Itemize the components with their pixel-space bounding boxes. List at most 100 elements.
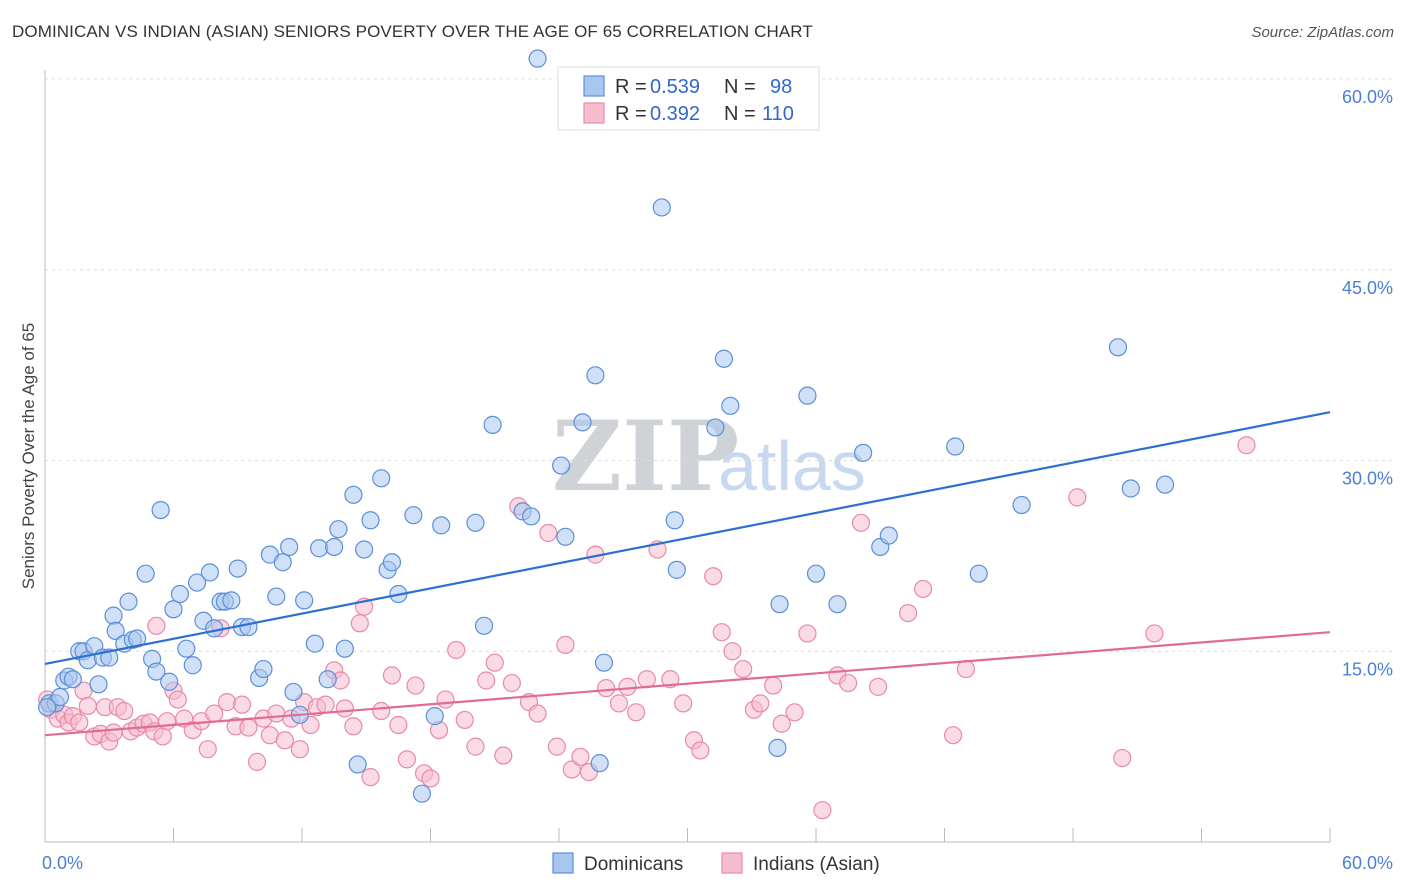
y-tick-label: 30.0% bbox=[1342, 469, 1393, 489]
data-point bbox=[200, 563, 220, 582]
data-point bbox=[547, 737, 566, 756]
y-tick-labels: 15.0% 30.0% 45.0% 60.0% bbox=[1342, 87, 1393, 679]
data-point bbox=[1113, 748, 1132, 768]
legend-n-value-1: 98 bbox=[770, 76, 792, 98]
data-point bbox=[626, 703, 646, 722]
data-point bbox=[618, 677, 637, 696]
data-point bbox=[412, 784, 432, 803]
legend-box: R = 0.539 N = 98 R = 0.392 N = 110 bbox=[557, 66, 820, 131]
data-point bbox=[854, 443, 873, 462]
data-point bbox=[714, 349, 734, 368]
data-point bbox=[474, 616, 494, 635]
data-point bbox=[969, 564, 988, 583]
data-point bbox=[661, 670, 680, 689]
legend-r-value-1: 0.539 bbox=[650, 76, 700, 98]
data-point bbox=[723, 642, 742, 661]
data-point bbox=[785, 703, 804, 722]
y-tick-label: 45.0% bbox=[1342, 278, 1393, 298]
data-point bbox=[667, 560, 686, 579]
data-point bbox=[556, 635, 575, 654]
legend-r-label-1: R = bbox=[615, 76, 647, 98]
data-point bbox=[772, 714, 791, 733]
data-point bbox=[325, 537, 344, 557]
data-point bbox=[943, 726, 963, 745]
legend-r-label-2: R = bbox=[615, 103, 647, 125]
data-point bbox=[813, 801, 832, 820]
bottom-legend-swatch-indians bbox=[721, 852, 743, 874]
data-point bbox=[839, 673, 858, 693]
data-point bbox=[1012, 495, 1031, 515]
data-point bbox=[485, 653, 504, 672]
data-point bbox=[355, 540, 374, 559]
chart-title: DOMINICAN VS INDIAN (ASIAN) SENIORS POVE… bbox=[12, 22, 813, 41]
watermark-atlas: atlas bbox=[718, 427, 866, 505]
bottom-legend-label-indians: Indians (Asian) bbox=[753, 854, 880, 875]
data-point bbox=[956, 659, 976, 679]
bottom-legend: Dominicans Indians (Asian) bbox=[552, 852, 880, 875]
trendlines bbox=[44, 411, 1331, 737]
data-point bbox=[147, 662, 166, 681]
data-point bbox=[665, 511, 684, 530]
data-point bbox=[425, 707, 444, 726]
data-point bbox=[310, 539, 329, 558]
data-point bbox=[254, 659, 273, 679]
data-point bbox=[828, 595, 847, 614]
data-point bbox=[228, 559, 247, 578]
data-point bbox=[751, 694, 770, 713]
data-point bbox=[770, 595, 789, 614]
data-point bbox=[522, 507, 541, 526]
data-point bbox=[119, 592, 138, 611]
legend-n-label-2: N = bbox=[724, 103, 756, 125]
data-point bbox=[284, 682, 303, 702]
data-point bbox=[198, 740, 217, 759]
data-point bbox=[637, 670, 656, 689]
data-point bbox=[798, 624, 817, 643]
data-point bbox=[586, 366, 605, 385]
data-point bbox=[539, 523, 558, 543]
data-point bbox=[404, 506, 423, 525]
data-point bbox=[160, 672, 179, 691]
data-point bbox=[406, 676, 425, 695]
data-point bbox=[502, 673, 521, 693]
data-point bbox=[869, 677, 888, 696]
data-point bbox=[528, 704, 547, 723]
data-point bbox=[344, 717, 363, 736]
data-point bbox=[222, 591, 241, 610]
data-point bbox=[318, 670, 337, 689]
x-tick-label-max: 60.0% bbox=[1342, 853, 1393, 873]
y-tick-label: 15.0% bbox=[1342, 659, 1393, 679]
data-point bbox=[348, 755, 367, 774]
data-point bbox=[706, 418, 725, 437]
data-point bbox=[78, 696, 97, 716]
data-point bbox=[157, 712, 177, 731]
x-ticks bbox=[44, 828, 1331, 842]
data-point bbox=[106, 621, 125, 641]
data-point bbox=[217, 693, 237, 712]
data-point bbox=[447, 640, 466, 660]
bottom-legend-label-dominicans: Dominicans bbox=[584, 854, 683, 875]
data-point bbox=[280, 537, 299, 557]
data-point bbox=[273, 553, 292, 572]
data-point bbox=[851, 513, 871, 532]
y-tick-label: 60.0% bbox=[1342, 87, 1393, 107]
data-point bbox=[806, 564, 826, 583]
data-point bbox=[63, 670, 82, 689]
data-point bbox=[372, 469, 391, 488]
data-point bbox=[147, 616, 166, 635]
data-point bbox=[528, 49, 547, 68]
data-point bbox=[295, 591, 314, 610]
data-point bbox=[455, 710, 474, 730]
data-point bbox=[382, 553, 402, 572]
data-point bbox=[594, 653, 614, 672]
data-point bbox=[164, 600, 183, 619]
data-point bbox=[247, 752, 267, 771]
data-point bbox=[691, 741, 710, 760]
data-point bbox=[466, 737, 485, 756]
data-point bbox=[436, 690, 455, 709]
legend-r-value-2: 0.392 bbox=[650, 103, 700, 125]
data-point bbox=[477, 671, 496, 690]
data-point bbox=[597, 679, 616, 698]
data-point bbox=[609, 694, 629, 713]
data-point bbox=[768, 738, 787, 757]
data-point bbox=[494, 746, 513, 765]
